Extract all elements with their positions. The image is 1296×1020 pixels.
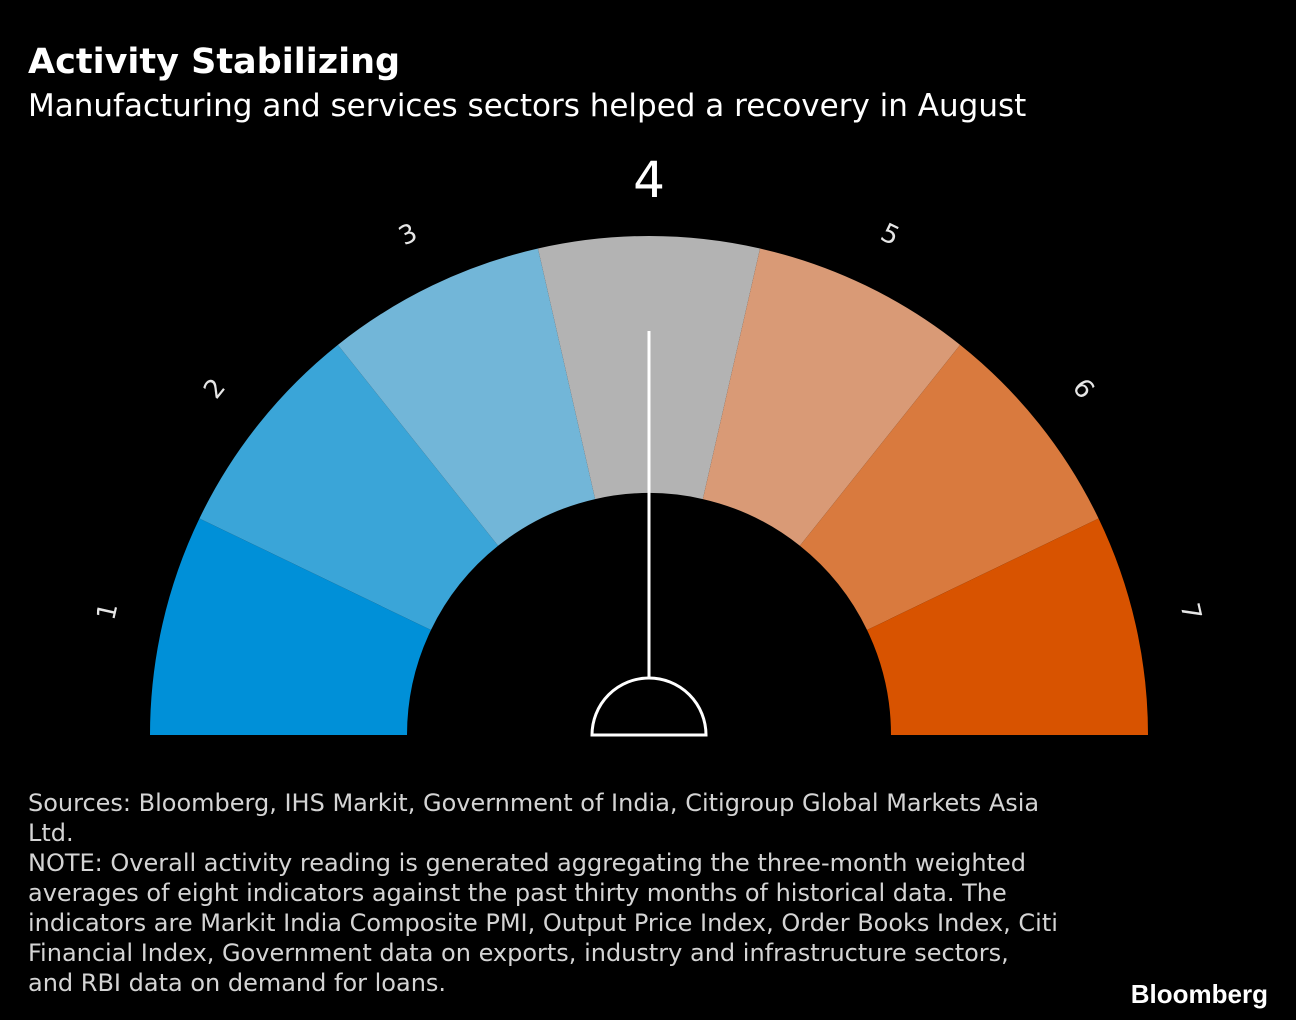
gauge-label-6: 6 (1066, 373, 1100, 405)
gauge-segment-1 (150, 518, 431, 735)
bloomberg-logo: Bloomberg (1130, 979, 1268, 1009)
gauge-segment-2 (199, 344, 499, 631)
sources-note: Sources: Bloomberg, IHS Markit, Governme… (28, 789, 1040, 847)
gauge-label-4: 4 (633, 151, 665, 209)
gauge-segment-3 (337, 248, 596, 546)
gauge-label-2: 2 (198, 373, 232, 405)
gauge-needle-hub (590, 676, 708, 737)
gauge-needle (590, 331, 708, 737)
gauge-segment-5 (702, 248, 961, 546)
gauge-label-3: 3 (394, 218, 422, 252)
gauge-label-7: 7 (1174, 600, 1207, 623)
gauge-label-5: 5 (876, 218, 904, 252)
gauge-label-1: 1 (91, 600, 124, 623)
methodology-note: NOTE: Overall activity reading is genera… (28, 849, 1058, 997)
footnote: Sources: Bloomberg, IHS Markit, Governme… (28, 788, 1058, 998)
gauge-segment-7 (867, 518, 1148, 735)
gauge-segment-6 (799, 344, 1099, 631)
chart-title: Activity Stabilizing (28, 42, 401, 82)
chart-subtitle: Manufacturing and services sectors helpe… (28, 88, 1027, 124)
